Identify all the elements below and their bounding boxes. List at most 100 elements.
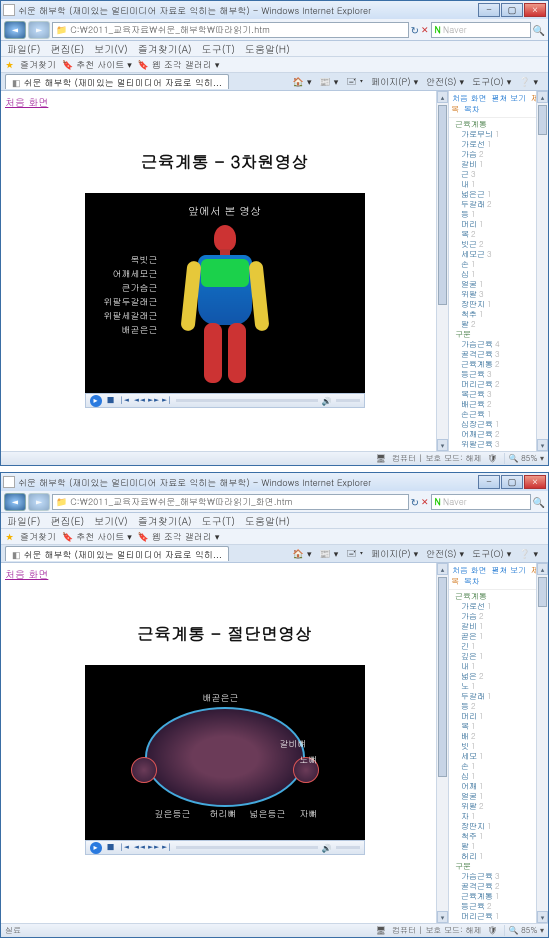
menu-item[interactable]: 편집(E) bbox=[50, 42, 84, 56]
stop-button[interactable]: ✕ bbox=[421, 23, 429, 36]
toolbar-item[interactable]: 🖃 ▾ bbox=[346, 546, 363, 562]
back-button[interactable]: ◄ bbox=[4, 493, 26, 511]
index-header-link[interactable]: 펼쳐 보기 bbox=[491, 565, 526, 576]
menu-item[interactable]: 파일(F) bbox=[7, 514, 40, 528]
index-header-link[interactable]: 목차 bbox=[464, 104, 480, 115]
search-icon[interactable]: 🔍 bbox=[533, 23, 545, 37]
scroll-up-button[interactable]: ▴ bbox=[437, 91, 448, 103]
home-link[interactable]: 처음 화면 bbox=[5, 95, 48, 109]
scroll-down-button[interactable]: ▾ bbox=[537, 911, 548, 923]
toolbar-item[interactable]: 페이지(P) ▾ bbox=[371, 547, 418, 560]
scroll-up-button[interactable]: ▴ bbox=[437, 563, 448, 575]
index-header-link[interactable]: 처음 화면 bbox=[452, 565, 487, 576]
menu-item[interactable]: 즐겨찾기(A) bbox=[138, 42, 192, 56]
favorites-label[interactable]: 즐겨찾기 bbox=[20, 530, 56, 543]
menu-item[interactable]: 보기(V) bbox=[94, 42, 128, 56]
search-icon[interactable]: 🔍 bbox=[533, 495, 545, 509]
volume-bar[interactable] bbox=[336, 399, 360, 402]
zoom-level[interactable]: 🔍 85% ▾ bbox=[504, 453, 545, 464]
seek-bar[interactable] bbox=[176, 399, 318, 402]
forward-playback-button[interactable]: ►► bbox=[148, 396, 158, 406]
scroll-down-button[interactable]: ▾ bbox=[437, 911, 448, 923]
seek-bar[interactable] bbox=[176, 846, 318, 849]
next-button[interactable]: ►| bbox=[162, 396, 172, 406]
search-box[interactable]: NNaver bbox=[431, 22, 531, 38]
back-button[interactable]: ◄ bbox=[4, 21, 26, 39]
scroll-down-button[interactable]: ▾ bbox=[437, 439, 448, 451]
play-button[interactable]: ▸ bbox=[90, 842, 102, 854]
menu-item[interactable]: 즐겨찾기(A) bbox=[138, 514, 192, 528]
index-item[interactable]: 종아리근육2 bbox=[455, 450, 546, 451]
index-header-link[interactable]: 처음 화면 bbox=[452, 93, 487, 104]
maximize-button[interactable]: ▢ bbox=[501, 475, 523, 489]
prev-button[interactable]: |◄ bbox=[120, 396, 130, 406]
mute-button[interactable]: 🔊 bbox=[322, 396, 332, 406]
browser-tab[interactable]: ◧쉬운 해부학 (재미있는 멀티미디어 자료로 익히... bbox=[5, 546, 229, 561]
home-link[interactable]: 처음 화면 bbox=[5, 567, 48, 581]
toolbar-item[interactable]: 도구(O) ▾ bbox=[472, 75, 511, 88]
favorites-label[interactable]: 즐겨찾기 bbox=[20, 58, 56, 71]
toolbar-item[interactable]: 🏠 ▾ bbox=[293, 547, 312, 560]
main-scrollbar[interactable]: ▴▾ bbox=[436, 91, 448, 451]
zoom-level[interactable]: 🔍 85% ▾ bbox=[504, 925, 545, 936]
favorites-item[interactable]: 🔖 추천 사이트 ▾ bbox=[62, 58, 132, 71]
side-scrollbar[interactable]: ▴▾ bbox=[536, 563, 548, 923]
menu-item[interactable]: 도움말(H) bbox=[245, 42, 290, 56]
side-scrollbar[interactable]: ▴▾ bbox=[536, 91, 548, 451]
forward-button[interactable]: ► bbox=[28, 21, 50, 39]
maximize-button[interactable]: ▢ bbox=[501, 3, 523, 17]
menu-item[interactable]: 도구(T) bbox=[202, 514, 235, 528]
index-header-link[interactable]: 펼쳐 보기 bbox=[491, 93, 526, 104]
mute-button[interactable]: 🔊 bbox=[322, 843, 332, 853]
toolbar-item[interactable]: 📰 ▾ bbox=[320, 547, 339, 560]
stop-button[interactable]: ✕ bbox=[421, 495, 429, 508]
minimize-button[interactable]: – bbox=[478, 3, 500, 17]
scroll-thumb[interactable] bbox=[538, 105, 547, 135]
address-field[interactable]: 📁C:\2011_교육자료\쉬운_해부학\따라읽기_화면.htm bbox=[52, 494, 409, 510]
menu-item[interactable]: 보기(V) bbox=[94, 514, 128, 528]
toolbar-item[interactable]: 페이지(P) ▾ bbox=[371, 75, 418, 88]
forward-button[interactable]: ► bbox=[28, 493, 50, 511]
favorites-star-icon[interactable]: ★ bbox=[5, 58, 14, 71]
search-box[interactable]: NNaver bbox=[431, 494, 531, 510]
play-button[interactable]: ▸ bbox=[90, 395, 102, 407]
browser-tab[interactable]: ◧쉬운 해부학 (재미있는 멀티미디어 자료로 익히... bbox=[5, 74, 229, 89]
scroll-thumb[interactable] bbox=[438, 105, 447, 305]
toolbar-item[interactable]: 🖃 ▾ bbox=[346, 74, 363, 90]
favorites-item[interactable]: 🔖 추천 사이트 ▾ bbox=[62, 530, 132, 543]
scroll-up-button[interactable]: ▴ bbox=[537, 91, 548, 103]
stop-playback-button[interactable]: ■ bbox=[106, 396, 116, 406]
index-item[interactable]: 목근육2 bbox=[455, 922, 546, 923]
favorites-item[interactable]: 🔖 웹 조각 갤러리 ▾ bbox=[138, 58, 220, 71]
refresh-button[interactable]: ↻ bbox=[411, 495, 419, 509]
prev-button[interactable]: |◄ bbox=[120, 843, 130, 853]
toolbar-item[interactable]: 📰 ▾ bbox=[320, 75, 339, 88]
menu-item[interactable]: 파일(F) bbox=[7, 42, 40, 56]
address-field[interactable]: 📁C:\2011_교육자료\쉬운_해부학\따라읽기.htm bbox=[52, 22, 409, 38]
favorites-item[interactable]: 🔖 웹 조각 갤러리 ▾ bbox=[138, 530, 220, 543]
close-button[interactable]: × bbox=[524, 3, 546, 17]
menu-item[interactable]: 편집(E) bbox=[50, 514, 84, 528]
toolbar-item[interactable]: 🏠 ▾ bbox=[293, 75, 312, 88]
index-header-link[interactable]: 목차 bbox=[464, 576, 480, 587]
minimize-button[interactable]: – bbox=[478, 475, 500, 489]
forward-playback-button[interactable]: ►► bbox=[148, 843, 158, 853]
rewind-button[interactable]: ◄◄ bbox=[134, 396, 144, 406]
toolbar-item[interactable]: ❔ ▾ bbox=[519, 547, 538, 560]
stop-playback-button[interactable]: ■ bbox=[106, 843, 116, 853]
menu-item[interactable]: 도움말(H) bbox=[245, 514, 290, 528]
volume-bar[interactable] bbox=[336, 846, 360, 849]
scroll-down-button[interactable]: ▾ bbox=[537, 439, 548, 451]
toolbar-item[interactable]: 안전(S) ▾ bbox=[426, 547, 464, 560]
scroll-up-button[interactable]: ▴ bbox=[537, 563, 548, 575]
toolbar-item[interactable]: ❔ ▾ bbox=[519, 75, 538, 88]
refresh-button[interactable]: ↻ bbox=[411, 23, 419, 37]
rewind-button[interactable]: ◄◄ bbox=[134, 843, 144, 853]
close-button[interactable]: × bbox=[524, 475, 546, 489]
next-button[interactable]: ►| bbox=[162, 843, 172, 853]
menu-item[interactable]: 도구(T) bbox=[202, 42, 235, 56]
scroll-thumb[interactable] bbox=[538, 577, 547, 607]
scroll-thumb[interactable] bbox=[438, 577, 447, 777]
favorites-star-icon[interactable]: ★ bbox=[5, 530, 14, 543]
toolbar-item[interactable]: 도구(O) ▾ bbox=[472, 547, 511, 560]
